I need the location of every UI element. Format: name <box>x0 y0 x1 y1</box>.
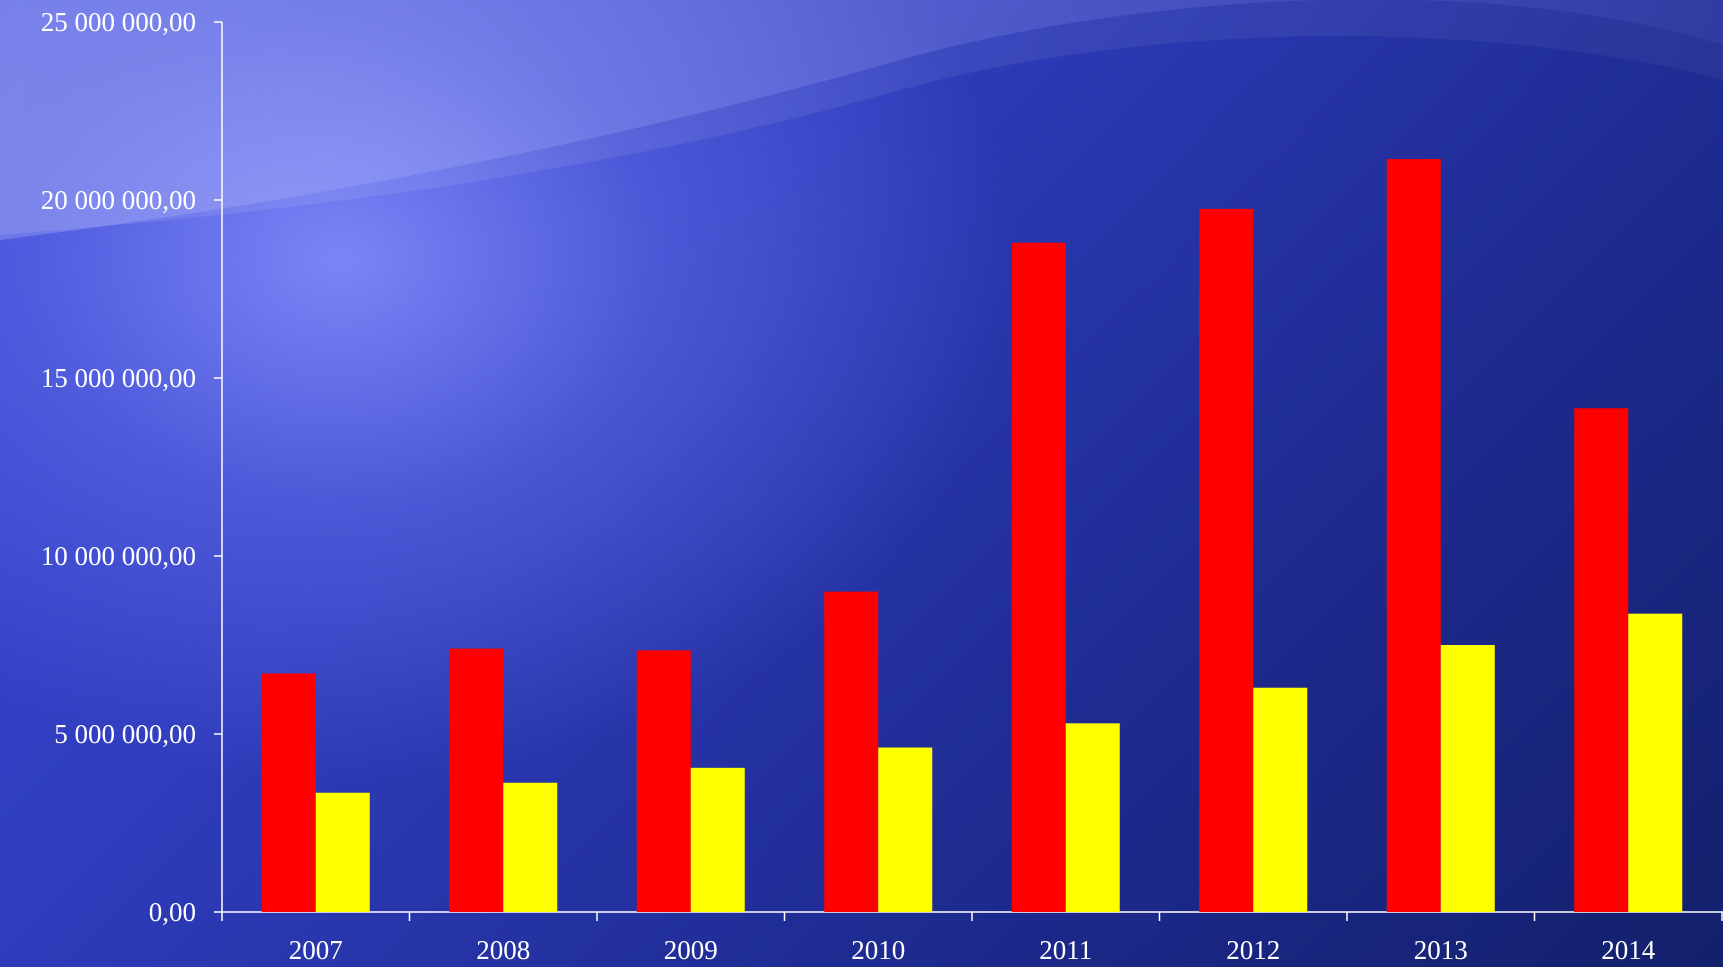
y-tick-label: 25 000 000,00 <box>41 7 196 37</box>
x-tick-label: 2009 <box>664 935 718 965</box>
bar-series-2-2014 <box>1628 613 1683 912</box>
x-tick-label: 2007 <box>289 935 343 965</box>
bar-series-1-2009 <box>636 650 691 912</box>
y-tick-label: 0,00 <box>149 897 196 927</box>
bar-series-1-2010 <box>824 591 879 912</box>
bar-series-2-2012 <box>1253 687 1308 912</box>
bar-series-1-2014 <box>1574 408 1629 912</box>
x-tick-label: 2013 <box>1414 935 1468 965</box>
y-tick-label: 5 000 000,00 <box>54 719 196 749</box>
bar-series-1-2013 <box>1386 159 1441 912</box>
y-tick-label: 10 000 000,00 <box>41 541 196 571</box>
x-tick-label: 2011 <box>1039 935 1092 965</box>
bar-series-2-2013 <box>1440 645 1495 912</box>
x-tick-label: 2014 <box>1601 935 1656 965</box>
bars <box>261 159 1683 913</box>
x-tick-label: 2010 <box>851 935 905 965</box>
x-tick-label: 2008 <box>476 935 530 965</box>
bar-series-1-2011 <box>1011 242 1066 913</box>
bar-series-2-2009 <box>690 767 745 912</box>
y-axis: 0,00 5 000 000,00 10 000 000,00 15 000 000,… <box>41 7 223 927</box>
bar-series-2-2008 <box>503 782 558 912</box>
x-tick-label: 2012 <box>1226 935 1280 965</box>
bar-series-2-2011 <box>1065 723 1120 912</box>
bar-series-2-2007 <box>315 792 370 912</box>
x-axis: 2007 2008 2009 2010 2011 2012 2013 2014 <box>221 911 1723 965</box>
bar-series-1-2012 <box>1199 208 1254 912</box>
bar-series-1-2008 <box>449 648 504 912</box>
y-tick-label: 20 000 000,00 <box>41 185 196 215</box>
bar-series-1-2007 <box>261 673 316 912</box>
y-tick-label: 15 000 000,00 <box>41 363 196 393</box>
bar-series-2-2010 <box>878 747 933 912</box>
